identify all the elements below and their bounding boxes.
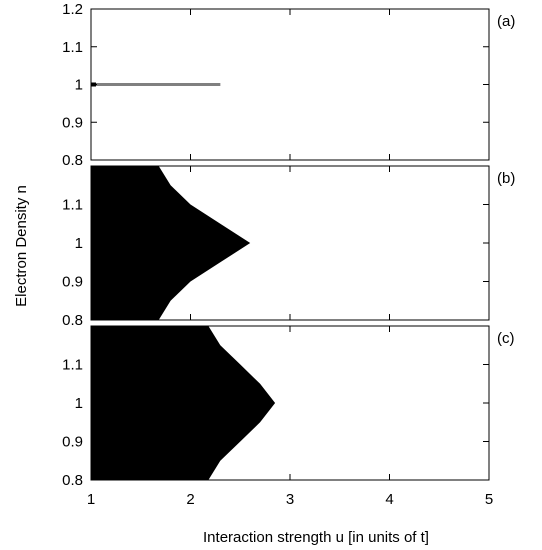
- y-tick-label: 1.2: [62, 1, 83, 18]
- y-tick-label: 1: [75, 235, 83, 252]
- x-tick-label: 4: [385, 491, 393, 508]
- y-tick-label: 1.1: [62, 197, 83, 214]
- y-tick-label: 0.9: [62, 434, 83, 451]
- y-tick-label: 0.8: [62, 472, 83, 489]
- panels-group: 0.8 0.9 1 1.1 1.2 (a) 0.8 0.9 1 1.1 (b) 0.8 0.9 1 1.1 (…: [62, 1, 515, 489]
- y-tick-label: 0.9: [62, 114, 83, 131]
- panel-label: (b): [497, 170, 515, 187]
- x-tick-label: 2: [186, 491, 194, 508]
- y-tick-label: 1.1: [62, 357, 83, 374]
- y-tick-label: 0.8: [62, 312, 83, 329]
- x-tick-label: 1: [87, 491, 95, 508]
- ordered-phase-region: [91, 326, 276, 480]
- y-tick-label: 1: [75, 395, 83, 412]
- x-axis-title: Interaction strength u [in units of t]: [203, 529, 429, 546]
- panel-label: (c): [497, 330, 515, 347]
- y-tick-label: 1: [75, 77, 83, 94]
- y-axis-title: Electron Density n: [13, 185, 30, 307]
- x-axis: 1 2 3 4 5: [87, 491, 493, 508]
- panel-c: 0.8 0.9 1 1.1 (c): [62, 325, 515, 489]
- panel-a: 0.8 0.9 1 1.1 1.2 (a): [62, 1, 515, 169]
- panel-b: 0.8 0.9 1 1.1 (b): [62, 165, 515, 329]
- x-tick-label: 3: [286, 491, 294, 508]
- panel-label: (a): [497, 13, 515, 30]
- x-tick-label: 5: [485, 491, 493, 508]
- ordered-phase-region: [91, 166, 251, 320]
- y-tick-label: 0.8: [62, 152, 83, 169]
- y-tick-label: 0.9: [62, 274, 83, 291]
- y-tick-label: 1.1: [62, 39, 83, 56]
